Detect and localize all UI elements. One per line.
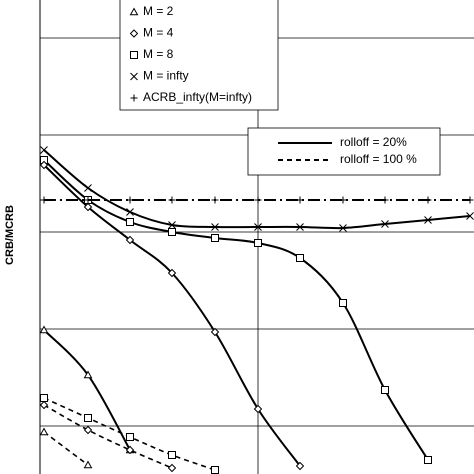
marker <box>83 202 93 212</box>
series-line <box>43 164 301 467</box>
marker <box>339 224 347 232</box>
marker <box>424 196 432 204</box>
legend-label: rolloff = 100 % <box>340 152 417 166</box>
marker <box>40 196 48 204</box>
marker <box>254 196 262 204</box>
legend-label: M = 8 <box>143 47 174 61</box>
marker <box>381 386 389 394</box>
marker <box>381 220 389 228</box>
marker <box>83 460 93 469</box>
marker <box>130 72 138 81</box>
marker <box>129 7 139 16</box>
marker <box>167 463 177 473</box>
marker <box>339 299 347 307</box>
marker <box>466 196 474 204</box>
marker <box>296 254 304 262</box>
marker <box>296 196 304 204</box>
marker <box>381 196 389 204</box>
marker <box>296 223 304 231</box>
marker <box>125 235 135 245</box>
marker <box>40 156 48 164</box>
marker <box>424 216 432 224</box>
marker <box>424 456 432 464</box>
marker <box>254 239 262 247</box>
marker <box>39 427 49 436</box>
marker <box>40 146 48 154</box>
legend-label: ACRB_infty(M=infty) <box>143 90 252 104</box>
series-line <box>43 431 89 466</box>
marker <box>125 445 135 455</box>
marker <box>254 223 262 231</box>
series-line <box>43 404 173 469</box>
y-axis-label: CRB/MCRB <box>4 205 16 265</box>
series-line <box>43 159 429 461</box>
legend-label: rolloff = 20% <box>340 135 407 149</box>
marker <box>84 414 92 422</box>
marker <box>295 461 305 471</box>
marker <box>84 196 92 204</box>
marker <box>84 184 92 192</box>
marker <box>83 370 93 379</box>
marker <box>83 425 93 435</box>
legend-box <box>247 127 441 176</box>
legend-label: M = 4 <box>143 26 174 40</box>
marker <box>39 325 49 334</box>
marker <box>168 196 176 204</box>
legend-label: M = infty <box>143 69 189 83</box>
marker <box>126 433 134 441</box>
marker <box>211 223 219 231</box>
marker <box>129 29 139 38</box>
marker <box>210 327 220 337</box>
marker <box>211 466 219 474</box>
marker <box>211 196 219 204</box>
legend-box <box>119 0 279 111</box>
marker <box>40 394 48 402</box>
marker <box>168 451 176 459</box>
marker <box>39 160 49 170</box>
marker <box>126 208 134 216</box>
marker <box>168 228 176 236</box>
marker <box>167 268 177 278</box>
marker <box>339 196 347 204</box>
marker <box>130 51 138 59</box>
marker <box>168 221 176 229</box>
marker <box>39 400 49 410</box>
marker <box>126 196 134 204</box>
marker <box>126 218 134 226</box>
marker <box>211 234 219 242</box>
marker <box>466 212 474 220</box>
marker <box>130 94 138 102</box>
marker <box>253 404 263 414</box>
legend-label: M = 2 <box>143 4 174 18</box>
